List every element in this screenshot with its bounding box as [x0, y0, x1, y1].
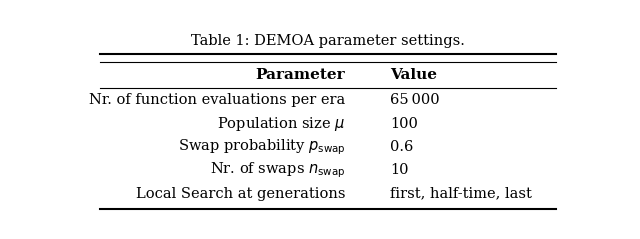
Text: Value: Value	[390, 68, 437, 82]
Text: 65 000: 65 000	[390, 93, 440, 107]
Text: 10: 10	[390, 163, 408, 177]
Text: Population size $\mu$: Population size $\mu$	[217, 114, 346, 133]
Text: Nr. of function evaluations per era: Nr. of function evaluations per era	[89, 93, 346, 107]
Text: first, half-time, last: first, half-time, last	[390, 187, 532, 201]
Text: 0.6: 0.6	[390, 140, 413, 154]
Text: Local Search at generations: Local Search at generations	[136, 187, 346, 201]
Text: Nr. of swaps $n_\mathrm{swap}$: Nr. of swaps $n_\mathrm{swap}$	[210, 161, 346, 180]
Text: Table 1: DEMOA parameter settings.: Table 1: DEMOA parameter settings.	[191, 34, 465, 48]
Text: Parameter: Parameter	[256, 68, 346, 82]
Text: Swap probability $p_\mathrm{swap}$: Swap probability $p_\mathrm{swap}$	[177, 137, 346, 157]
Text: 100: 100	[390, 117, 418, 130]
